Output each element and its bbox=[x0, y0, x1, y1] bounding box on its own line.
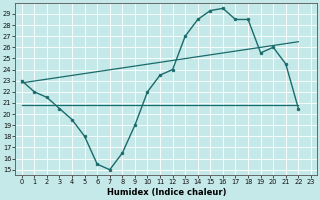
X-axis label: Humidex (Indice chaleur): Humidex (Indice chaleur) bbox=[107, 188, 226, 197]
